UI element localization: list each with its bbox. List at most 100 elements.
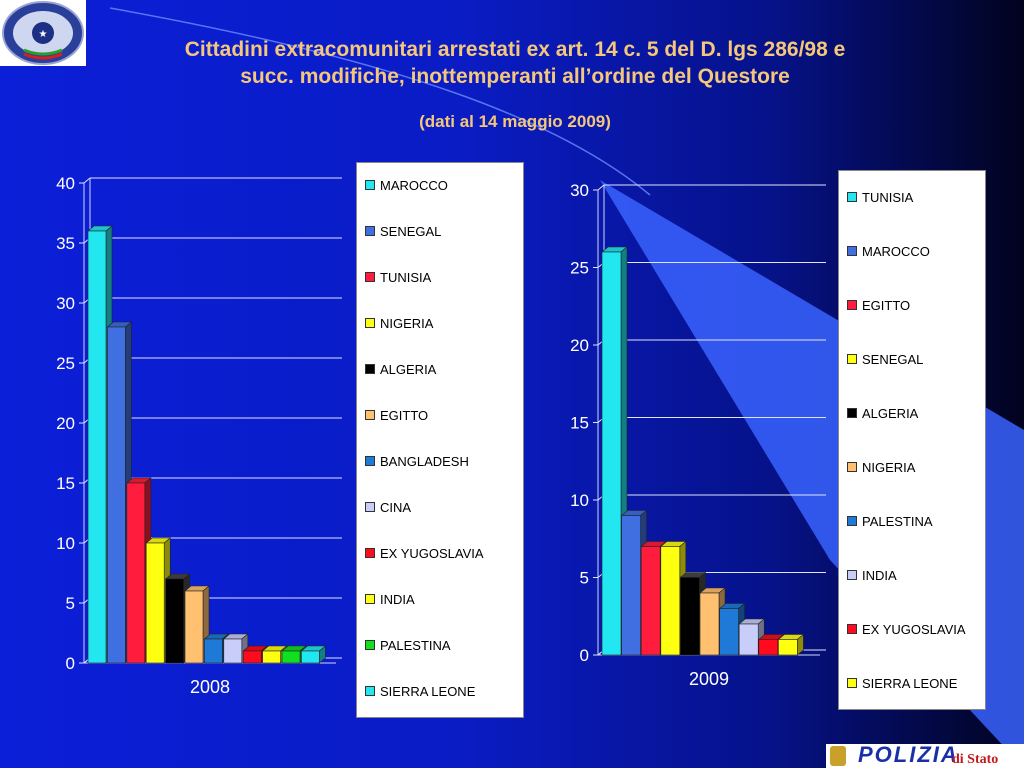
legend-swatch xyxy=(365,456,375,466)
legend-label: INDIA xyxy=(380,592,415,607)
bar-front-face xyxy=(262,650,281,664)
bar-front-face xyxy=(223,638,243,664)
bar-front-face xyxy=(87,230,107,664)
legend-swatch xyxy=(365,594,375,604)
legend-item: MAROCCO xyxy=(365,178,448,193)
bar-front-face xyxy=(145,542,165,664)
legend-label: PALESTINA xyxy=(380,638,451,653)
legend-item: TUNISIA xyxy=(365,270,431,285)
legend-label: ALGERIA xyxy=(380,362,437,377)
legend-swatch xyxy=(847,354,857,364)
bar xyxy=(300,645,327,664)
legend-swatch xyxy=(847,246,857,256)
polizia-logo-text: POLIZIA xyxy=(858,742,959,767)
legend-label: INDIA xyxy=(862,568,897,583)
legend-swatch xyxy=(365,272,375,282)
legend-swatch xyxy=(847,570,857,580)
legend-swatch xyxy=(365,180,375,190)
bar-front-face xyxy=(738,623,759,656)
legend-label: SENEGAL xyxy=(862,352,924,367)
legend-label: NIGERIA xyxy=(380,316,434,331)
legend-item: INDIA xyxy=(365,592,415,607)
legend-label: EX YUGOSLAVIA xyxy=(380,546,484,561)
legend-item: PALESTINA xyxy=(365,638,451,653)
page-title: Cittadini extracomunitari arrestati ex a… xyxy=(90,36,940,90)
svg-text:★: ★ xyxy=(39,29,48,40)
legend-label: ALGERIA xyxy=(862,406,919,421)
bar-front-face xyxy=(778,639,798,656)
polizia-logo-subtext: di Stato xyxy=(952,752,999,767)
legend-item: SENEGAL xyxy=(365,224,441,239)
title-line-1: Cittadini extracomunitari arrestati ex a… xyxy=(184,38,846,61)
ministry-seal-icon: ★ xyxy=(2,1,84,65)
legend-item: SIERRA LEONE xyxy=(847,676,957,691)
y-tick-label: 25 xyxy=(56,354,75,373)
legend-swatch xyxy=(365,410,375,420)
legend-label: PALESTINA xyxy=(862,514,933,529)
y-tick-label: 10 xyxy=(570,491,589,510)
gridline-side xyxy=(597,184,605,191)
bar-front-face xyxy=(621,515,641,656)
y-tick-label: 0 xyxy=(580,646,589,665)
bar-chart-2008: 0 5 10 15 20 25 30 35 40 2008 xyxy=(56,174,342,697)
legend-swatch xyxy=(847,408,857,418)
legend-item: CINA xyxy=(365,500,411,515)
bar-front-face xyxy=(242,650,262,664)
legend-item: EGITTO xyxy=(847,298,910,313)
legend-item: EGITTO xyxy=(365,408,428,423)
legend-item: SENEGAL xyxy=(847,352,923,367)
legend-item: ALGERIA xyxy=(847,406,918,421)
legend-swatch xyxy=(847,462,857,472)
page-subtitle: (dati al 14 maggio 2009) xyxy=(419,112,611,131)
y-tick-label: 15 xyxy=(570,414,589,433)
bar-front-face xyxy=(601,251,622,656)
y-tick-label: 30 xyxy=(56,294,75,313)
bar-front-face xyxy=(204,638,223,664)
legend-item: MAROCCO xyxy=(847,244,930,259)
bar-front-face xyxy=(660,546,681,656)
legend-label: NIGERIA xyxy=(862,460,916,475)
legend-swatch xyxy=(365,364,375,374)
legend-swatch xyxy=(365,502,375,512)
bar-front-face xyxy=(107,326,126,664)
y-tick-label: 15 xyxy=(56,474,75,493)
bar-front-face xyxy=(184,590,204,664)
y-tick-label: 0 xyxy=(66,654,75,673)
y-tick-label: 20 xyxy=(570,336,589,355)
x-category-label: 2008 xyxy=(190,677,230,697)
y-tick-label: 20 xyxy=(56,414,75,433)
legend-label: CINA xyxy=(380,500,412,515)
polizia-crest-icon xyxy=(830,746,846,766)
legend-swatch xyxy=(847,678,857,688)
gridline-side xyxy=(83,177,91,184)
y-tick-label: 25 xyxy=(570,259,589,278)
legend-swatch xyxy=(365,640,375,650)
legend-2008: MAROCCO SENEGAL TUNISIA NIGERIA ALGERIA EGITT… xyxy=(356,162,524,718)
legend-label: EGITTO xyxy=(380,408,429,423)
legend-2009: TUNISIA MAROCCO EGITTO SENEGAL ALGERIA NIGERI… xyxy=(838,170,986,710)
legend-swatch xyxy=(847,624,857,634)
bar-chart-2009: 0 5 10 15 20 25 30 2009 xyxy=(570,181,826,689)
legend-label: SIERRA LEONE xyxy=(862,676,958,691)
legend-label: SENEGAL xyxy=(380,224,442,239)
y-tick-label: 5 xyxy=(580,569,589,588)
y-tick-label: 5 xyxy=(66,594,75,613)
legend-item: EX YUGOSLAVIA xyxy=(365,546,484,561)
legend-item: TUNISIA xyxy=(847,190,913,205)
legend-swatch xyxy=(365,318,375,328)
legend-label: MAROCCO xyxy=(862,244,930,259)
bar xyxy=(777,633,805,656)
y-tick-label: 10 xyxy=(56,534,75,553)
legend-label: EGITTO xyxy=(862,298,911,313)
y-tick-label: 35 xyxy=(56,234,75,253)
legend-label: TUNISIA xyxy=(862,190,914,205)
legend-label: EX YUGOSLAVIA xyxy=(862,622,966,637)
legend-swatch xyxy=(365,226,375,236)
legend-label: BANGLADESH xyxy=(380,454,469,469)
legend-swatch xyxy=(847,300,857,310)
bar-front-face xyxy=(699,592,720,656)
legend-swatch xyxy=(847,516,857,526)
legend-item: PALESTINA xyxy=(847,514,933,529)
polizia-logo: POLIZIA di Stato xyxy=(826,742,1024,768)
legend-item: INDIA xyxy=(847,568,897,583)
